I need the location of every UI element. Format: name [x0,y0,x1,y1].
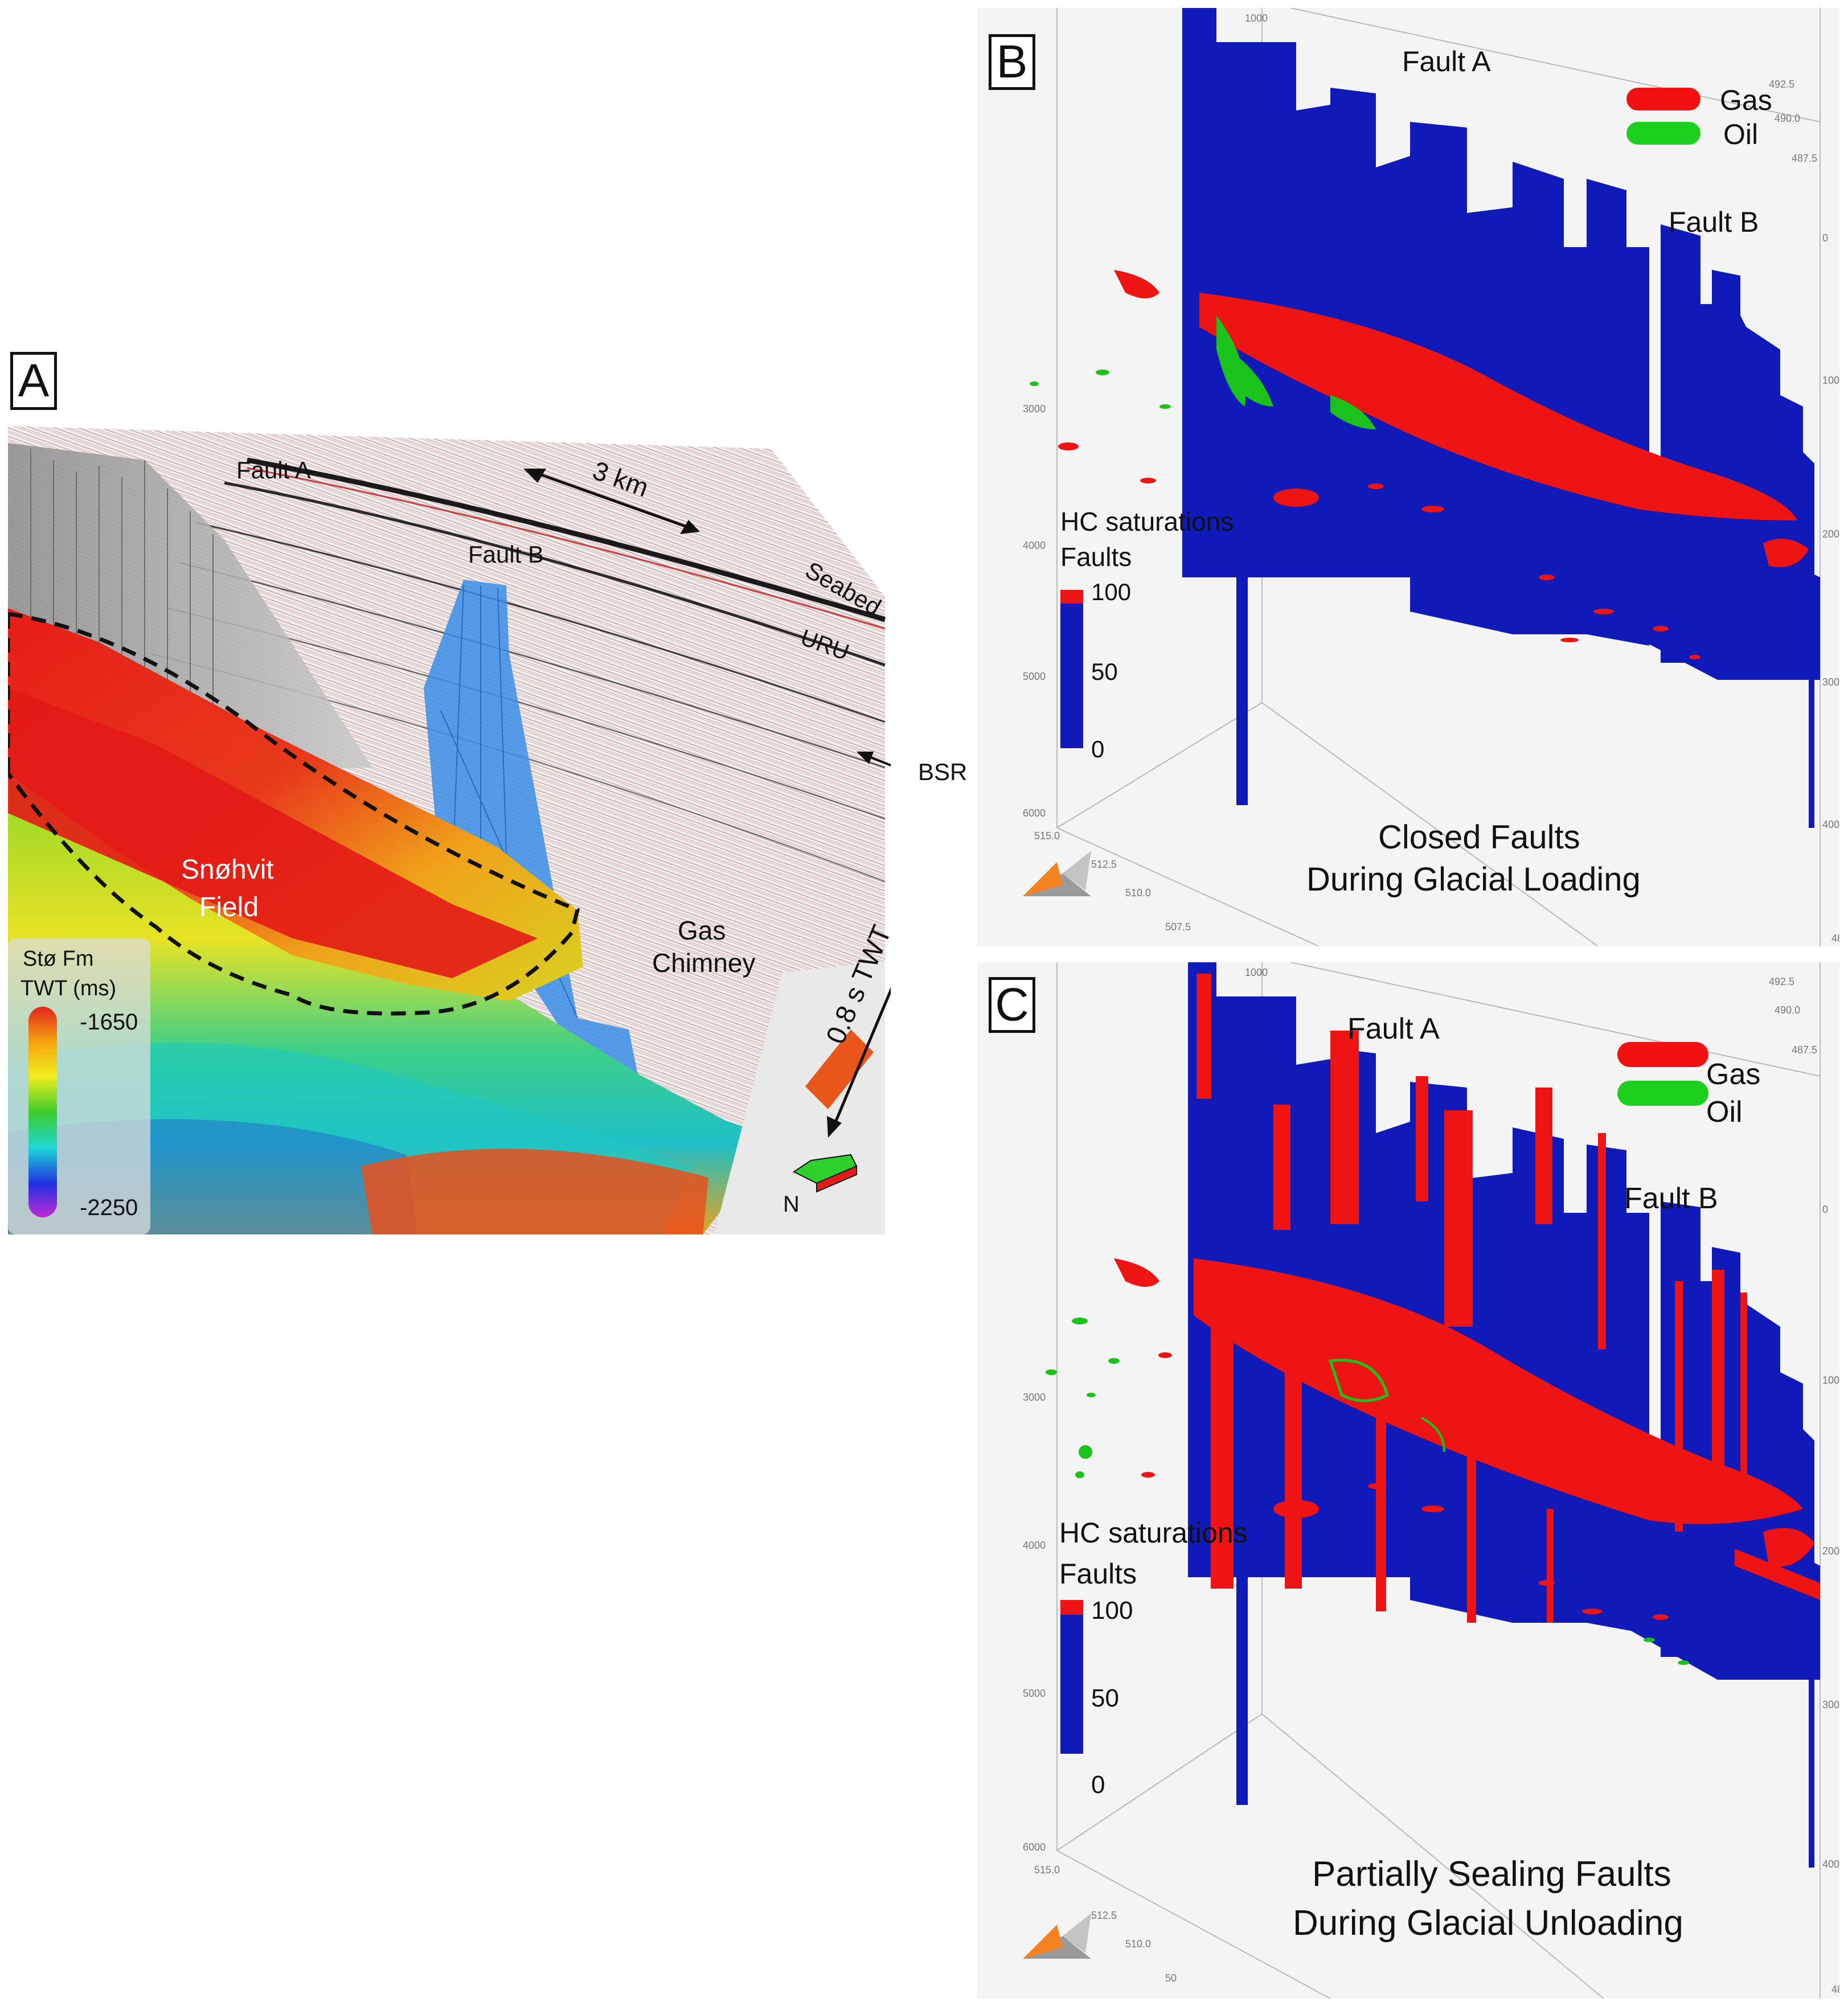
panel-b-label: B [989,34,1035,90]
panel-a-colorbar-title-line2: TWT (ms) [21,977,117,1000]
panel-c-fault-b-label: Fault B [1624,1182,1718,1215]
panel-a-bsr-label: BSR [918,758,968,785]
panel-b-legend-oil: Oil [1723,118,1759,150]
panel-c-scale-50: 50 [1091,1684,1119,1712]
svg-text:490.0: 490.0 [1775,113,1800,124]
svg-text:4000: 4000 [1822,1859,1839,1870]
svg-text:492.5: 492.5 [1769,79,1794,90]
svg-text:5000: 5000 [1023,671,1046,682]
svg-text:490.0: 490.0 [1775,1004,1800,1016]
panel-c-legend-oil: Oil [1706,1096,1743,1129]
svg-text:487.5: 487.5 [1792,1044,1817,1056]
svg-text:5000: 5000 [1023,1688,1046,1699]
panel-b-caption-line2: During Glacial Loading [1306,861,1641,898]
svg-text:510.0: 510.0 [1125,1938,1151,1950]
svg-text:2000: 2000 [1822,528,1839,540]
panel-a-chimney-label-line1: Gas [678,916,726,945]
panel-c-image: 1000 492.5 490.0 487.5 3000 4000 5000 60… [977,962,1839,1999]
panel-b-caption-line1: Closed Faults [1378,819,1580,856]
svg-text:6000: 6000 [1023,807,1046,819]
svg-text:6000: 6000 [1023,1841,1046,1853]
panel-c-fault-a-label: Fault A [1347,1012,1440,1045]
panel-a-image [8,426,891,1234]
panel-a-colorbar-min: -2250 [80,1195,138,1220]
svg-text:0: 0 [1822,1204,1828,1215]
panel-b-fault-a-label: Fault A [1402,46,1491,77]
svg-text:515.0: 515.0 [1034,830,1060,842]
svg-text:4000: 4000 [1023,540,1046,551]
svg-text:487.5: 487.5 [1831,1984,1839,1995]
panel-c-hc-title-line1: HC saturations [1059,1517,1248,1549]
svg-text:1000: 1000 [1822,375,1839,386]
svg-text:487.5: 487.5 [1792,153,1817,164]
svg-text:512.5: 512.5 [1091,859,1117,870]
panel-b-hc-title-line1: HC saturations [1060,507,1234,536]
svg-text:4000: 4000 [1822,819,1839,830]
panel-b-fault-b-label: Fault B [1669,206,1759,238]
svg-text:510.0: 510.0 [1125,887,1151,899]
svg-text:487.5: 487.5 [1831,933,1839,944]
panel-a-fault-a-label: Fault A [236,457,311,483]
panel-c-label: C [989,977,1035,1033]
panel-c-caption-line2: During Glacial Unloading [1293,1903,1683,1943]
panel-a-chimney-label-line2: Chimney [652,948,756,978]
panel-a-colorbar-title-line1: Stø Fm [23,947,94,971]
panel-c-caption-line1: Partially Sealing Faults [1312,1855,1671,1894]
svg-text:4000: 4000 [1023,1540,1046,1551]
svg-text:512.5: 512.5 [1091,1910,1117,1921]
svg-text:492.5: 492.5 [1769,976,1794,987]
panel-b-legend-gas: Gas [1720,84,1772,116]
svg-text:515.0: 515.0 [1034,1864,1060,1876]
panel-b-hc-title-line2: Faults [1060,542,1132,572]
svg-text:3000: 3000 [1023,1392,1046,1403]
svg-text:0: 0 [1822,232,1828,244]
panel-a-field-label-line1: Snøhvit [181,855,274,885]
svg-text:1000: 1000 [1245,13,1268,24]
panel-b-image: 1000 492.5 490.0 487.5 3000 4000 5000 60… [977,8,1839,946]
panel-a-north-label: N [783,1192,800,1217]
svg-text:50: 50 [1165,1972,1177,1984]
panel-c-scale-100: 100 [1091,1597,1133,1624]
svg-text:2000: 2000 [1822,1545,1839,1557]
svg-text:3000: 3000 [1822,1699,1839,1710]
panel-c-legend-gas: Gas [1706,1058,1761,1091]
svg-text:507.5: 507.5 [1165,921,1191,933]
panel-a-field-label-line2: Field [199,892,259,922]
panel-a-label: A [10,352,57,410]
panel-c-hc-title-line2: Faults [1059,1558,1137,1590]
panel-c-scale-0: 0 [1091,1771,1105,1799]
svg-text:1000: 1000 [1822,1375,1839,1386]
svg-text:1000: 1000 [1245,967,1268,978]
svg-text:3000: 3000 [1822,676,1839,688]
panel-a-colorbar-max: -1650 [80,1010,138,1035]
panel-b-scale-100: 100 [1091,579,1132,605]
svg-text:3000: 3000 [1023,403,1046,415]
panel-b-scale-50: 50 [1091,658,1118,685]
panel-b-scale-0: 0 [1091,736,1105,762]
panel-a-fault-b-label: Fault B [468,541,544,568]
